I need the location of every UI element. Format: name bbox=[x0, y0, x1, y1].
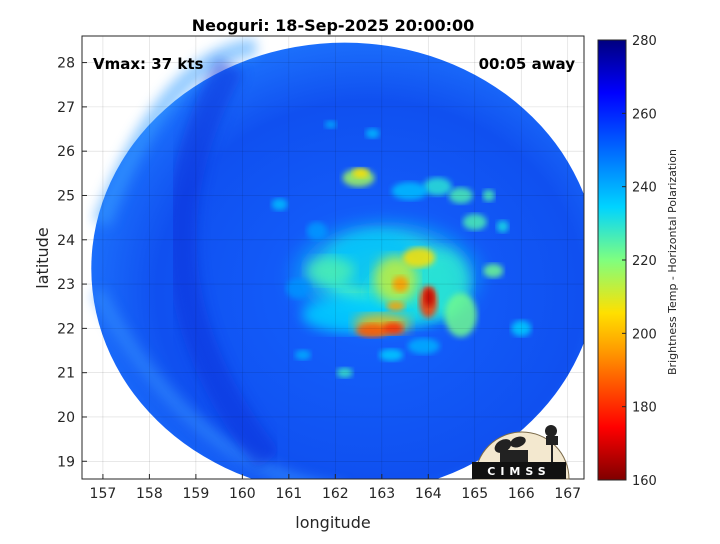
convective-cell bbox=[336, 367, 353, 378]
convective-cell bbox=[423, 177, 452, 196]
convective-cell bbox=[482, 189, 495, 202]
x-axis-label: longitude bbox=[295, 513, 370, 532]
convective-cell bbox=[511, 320, 532, 337]
x-tick-label: 157 bbox=[90, 486, 117, 502]
x-tick-label: 167 bbox=[554, 486, 581, 502]
convective-cell bbox=[365, 128, 380, 139]
convective-cell bbox=[356, 323, 389, 338]
colorbar bbox=[597, 39, 627, 481]
y-tick-label: 22 bbox=[57, 321, 75, 337]
heatmap-layer bbox=[91, 38, 584, 479]
y-tick-label: 20 bbox=[57, 410, 75, 426]
convective-cell bbox=[444, 293, 477, 338]
convective-cell bbox=[286, 278, 311, 299]
colorbar-tick-label: 220 bbox=[632, 254, 657, 269]
x-tick-label: 159 bbox=[183, 486, 210, 502]
y-tick-label: 28 bbox=[57, 56, 75, 72]
y-tick-label: 21 bbox=[57, 366, 75, 382]
y-tick-label: 25 bbox=[57, 188, 75, 204]
convective-cell bbox=[462, 214, 487, 231]
y-tick-label: 27 bbox=[57, 100, 75, 116]
scan-edge-south bbox=[91, 287, 320, 479]
y-tick-label: 26 bbox=[57, 144, 75, 160]
x-tick-label: 158 bbox=[136, 486, 163, 502]
scan-edge-west bbox=[92, 38, 257, 227]
x-tick-label: 162 bbox=[322, 486, 349, 502]
x-tick-label: 160 bbox=[229, 486, 256, 502]
x-tick-label: 166 bbox=[508, 486, 535, 502]
convective-cell bbox=[496, 220, 509, 233]
convective-cell bbox=[386, 301, 405, 312]
y-ticks: 19 20 21 22 23 24 25 26 27 28 bbox=[57, 56, 87, 470]
convective-cell bbox=[306, 256, 355, 285]
colorbar-tick-label: 200 bbox=[632, 327, 657, 342]
chart-title: Neoguri: 18-Sep-2025 20:00:00 bbox=[192, 16, 475, 35]
colorbar-tick-label: 240 bbox=[632, 181, 657, 196]
colorbar-ticks: 160 180 200 220 240 260 280 bbox=[622, 34, 657, 489]
cold-swath bbox=[166, 57, 281, 470]
convective-cell bbox=[271, 198, 288, 211]
convective-cell bbox=[402, 247, 435, 268]
vmax-annotation: Vmax: 37 kts bbox=[93, 55, 203, 73]
x-tick-label: 161 bbox=[275, 486, 302, 502]
colorbar-tick-label: 180 bbox=[632, 401, 657, 416]
convective-cell bbox=[424, 288, 435, 307]
convective-cell bbox=[407, 338, 440, 355]
convective-cell bbox=[379, 348, 404, 361]
convective-cell bbox=[306, 221, 327, 240]
convective-cell bbox=[352, 168, 369, 179]
cimss-logo-text: CIMSS bbox=[487, 465, 550, 478]
colorbar-label: Brightness Temp - Horizontal Polarizatio… bbox=[666, 149, 679, 375]
cimss-logo: CIMSS bbox=[472, 425, 570, 480]
convective-cell bbox=[324, 120, 337, 129]
colorbar-tick-label: 280 bbox=[632, 34, 657, 49]
y-tick-label: 19 bbox=[57, 454, 75, 470]
colorbar-tick-label: 160 bbox=[632, 474, 657, 489]
convective-cell bbox=[483, 263, 504, 278]
time-away-annotation: 00:05 away bbox=[479, 55, 576, 73]
convective-cell bbox=[448, 187, 473, 204]
y-axis-label: latitude bbox=[33, 227, 52, 288]
y-tick-label: 24 bbox=[57, 233, 75, 249]
convective-cell bbox=[392, 276, 409, 293]
convective-cell bbox=[391, 182, 428, 201]
convective-cell bbox=[294, 349, 311, 360]
x-ticks: 157 158 159 160 161 162 163 164 165 166 167 bbox=[90, 474, 581, 502]
colorbar-tick-label: 260 bbox=[632, 107, 657, 122]
y-tick-label: 23 bbox=[57, 277, 75, 293]
x-tick-label: 163 bbox=[368, 486, 395, 502]
convective-cell bbox=[383, 322, 404, 335]
x-tick-label: 165 bbox=[461, 486, 488, 502]
x-tick-label: 164 bbox=[415, 486, 442, 502]
plot-frame bbox=[81, 35, 585, 480]
